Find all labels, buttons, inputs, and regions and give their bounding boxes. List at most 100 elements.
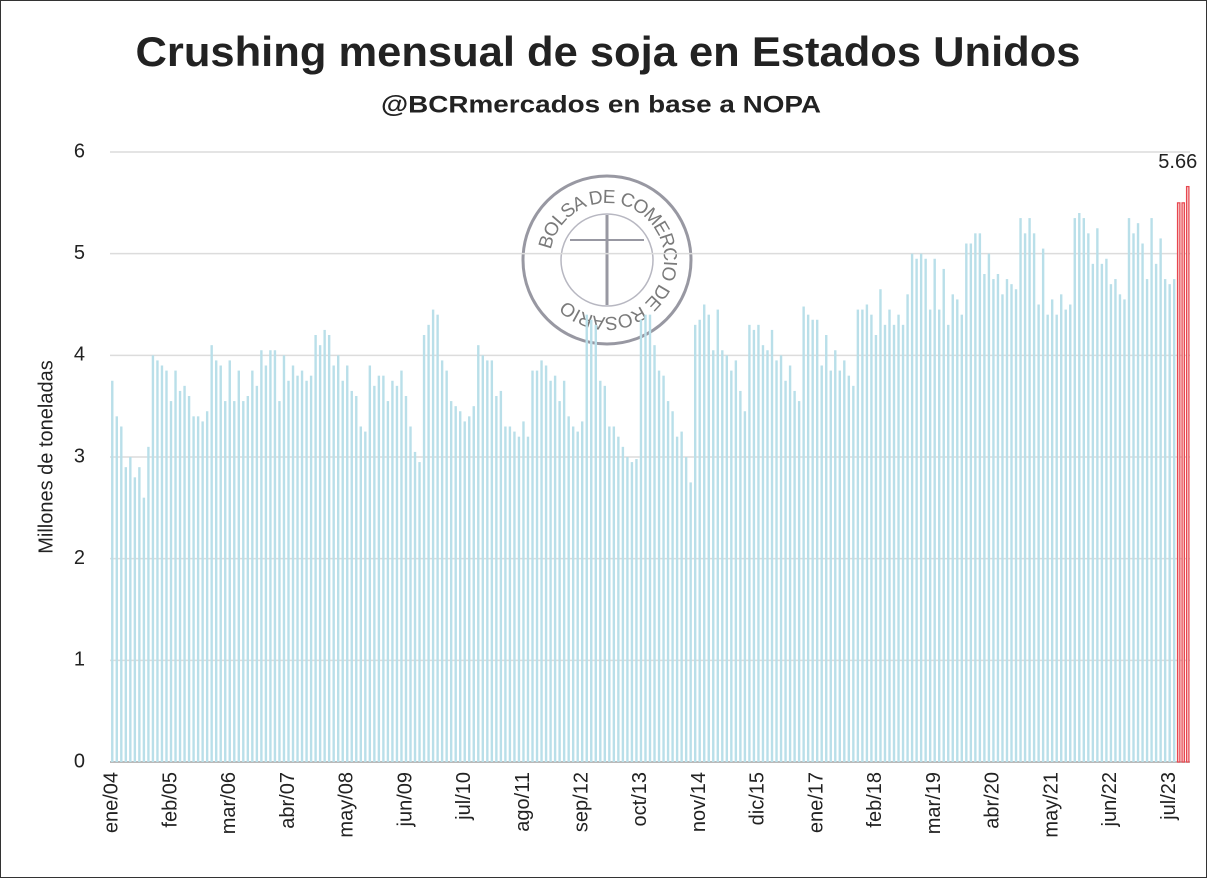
bar — [1082, 218, 1086, 763]
bar — [1136, 223, 1140, 762]
x-tick-label: feb/18 — [864, 772, 886, 828]
bar — [825, 335, 828, 762]
bar — [1087, 233, 1090, 763]
bar — [1163, 279, 1167, 762]
bar — [734, 360, 738, 762]
bar — [115, 416, 118, 762]
bar — [314, 335, 317, 762]
bar — [332, 365, 335, 762]
bar — [1154, 263, 1158, 762]
bar — [635, 459, 638, 762]
bar — [1114, 279, 1117, 762]
bar — [806, 314, 810, 762]
bar — [350, 390, 353, 762]
bar — [318, 345, 322, 762]
bar — [987, 253, 991, 762]
bar — [603, 385, 607, 762]
y-tick-label: 6 — [74, 140, 85, 162]
bar — [707, 314, 710, 762]
chart-title: Crushing mensual de soja en Estados Unid… — [136, 28, 1081, 75]
bar — [287, 380, 290, 762]
x-tick-label: mar/19 — [923, 772, 945, 834]
bar — [730, 370, 733, 762]
bar — [675, 436, 679, 762]
bar — [870, 314, 873, 762]
watermark-logo: BOLSA DE COMERCIO DE ROSARIO — [521, 174, 693, 346]
bar — [237, 370, 240, 762]
x-tick-label: may/08 — [336, 772, 358, 838]
bar — [526, 436, 530, 762]
bar — [788, 365, 792, 762]
bar — [477, 345, 480, 762]
bar — [852, 385, 855, 762]
bar — [454, 406, 457, 762]
bar — [264, 365, 268, 762]
bar — [531, 370, 534, 762]
bar — [522, 421, 525, 762]
bar — [942, 268, 945, 762]
bar — [513, 431, 516, 762]
bar — [888, 309, 891, 762]
bar — [1181, 202, 1186, 763]
bar — [1050, 299, 1054, 762]
bar — [996, 274, 1000, 762]
bar — [1069, 304, 1072, 762]
bar — [337, 355, 340, 762]
bar — [1073, 218, 1076, 763]
bar — [373, 385, 376, 762]
bar — [933, 258, 936, 762]
bar — [1014, 289, 1018, 762]
bar — [273, 350, 277, 762]
bar — [562, 380, 566, 762]
bar — [508, 426, 512, 762]
bar — [716, 309, 719, 762]
bar — [811, 319, 814, 762]
x-tick-label: may/21 — [1040, 772, 1062, 838]
bar — [748, 324, 751, 762]
bar — [147, 446, 150, 762]
bar — [766, 350, 769, 762]
bar — [517, 436, 521, 762]
bar — [865, 304, 869, 762]
bar — [938, 309, 941, 762]
bar — [278, 401, 281, 762]
bar — [901, 324, 905, 762]
bar — [255, 385, 259, 762]
bar — [752, 329, 756, 762]
bar — [219, 365, 222, 762]
x-tick-label: mar/06 — [218, 772, 240, 834]
bar — [956, 299, 959, 762]
x-tick-label: jun/09 — [394, 772, 416, 828]
bar — [621, 446, 625, 762]
bar — [174, 370, 177, 762]
bar — [847, 375, 851, 762]
bar — [1185, 185, 1190, 763]
bar — [300, 370, 304, 762]
bar — [928, 309, 932, 762]
bar — [761, 345, 765, 762]
bar — [422, 335, 426, 762]
bar — [192, 416, 195, 762]
bar — [445, 370, 448, 762]
bar — [802, 306, 805, 762]
bar — [1019, 218, 1022, 763]
bar — [481, 355, 485, 762]
y-tick-label: 0 — [74, 750, 85, 772]
bar — [856, 309, 860, 762]
bar — [418, 462, 421, 762]
bar — [910, 253, 914, 762]
bar — [323, 329, 326, 762]
bar — [490, 360, 494, 762]
bar — [983, 274, 986, 762]
x-tick-label: ene/04 — [101, 772, 123, 833]
bar — [1127, 218, 1131, 763]
bar — [1096, 228, 1099, 762]
bar — [693, 324, 697, 762]
bar — [1100, 263, 1104, 762]
bar — [395, 385, 399, 762]
bar — [499, 390, 503, 762]
bar — [608, 426, 611, 762]
bar — [260, 350, 263, 762]
bar — [178, 390, 182, 762]
bar — [205, 411, 209, 762]
